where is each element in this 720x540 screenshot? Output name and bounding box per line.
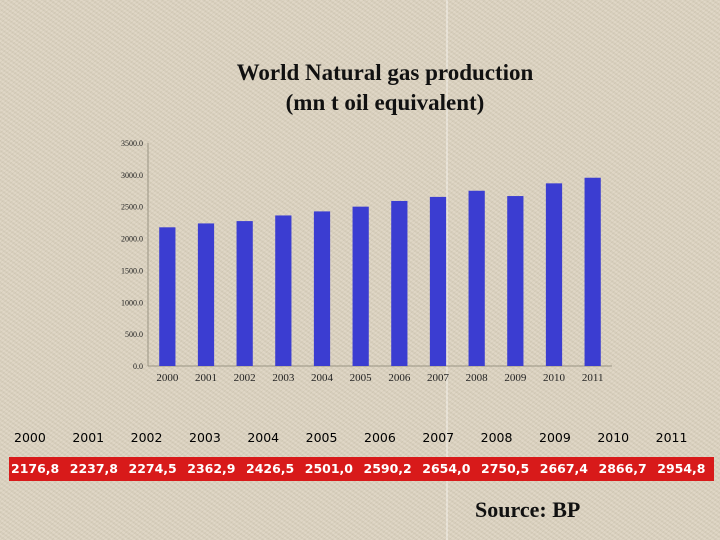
- bar: [275, 215, 292, 366]
- bar: [468, 190, 485, 366]
- year-cell: 2010: [597, 430, 630, 445]
- year-cell: 2009: [539, 430, 571, 445]
- bar: [545, 183, 563, 366]
- year-cell: 2000: [14, 430, 46, 445]
- bar: [159, 227, 176, 366]
- year-cell: 2005: [305, 430, 338, 445]
- y-tick-label: 3000.0: [121, 171, 143, 180]
- source-label: Source: BP: [475, 497, 581, 522]
- year-row: 2000 2001 2002 2003 2004 2005 2006 2007 2008 2009…: [12, 430, 712, 450]
- chart-title: World Natural gas production: [236, 60, 534, 85]
- x-tick-label: 2009: [504, 372, 527, 384]
- year-cell: 2004: [247, 430, 280, 445]
- y-tick-label: 2000.0: [121, 235, 143, 244]
- y-tick-label: 3500.0: [121, 139, 143, 148]
- year-cell: 2007: [422, 430, 455, 445]
- x-tick-label: 2003: [272, 372, 295, 384]
- y-tick-label: 1000.0: [121, 298, 143, 307]
- x-tick-label: 2005: [350, 372, 373, 384]
- year-cell: 2002: [130, 430, 163, 445]
- value-cell: 2750,5: [481, 461, 530, 476]
- bar: [507, 196, 524, 366]
- x-tick-label: 2006: [388, 372, 411, 384]
- x-tick-label: 2004: [311, 372, 334, 384]
- value-cell: 2274,5: [128, 461, 177, 476]
- year-cell: 2011: [655, 430, 688, 445]
- x-tick-label: 2000: [156, 372, 179, 384]
- y-tick-label: 500.0: [125, 330, 143, 339]
- value-cell: 2501,0: [304, 461, 353, 476]
- slide-fold-line: [446, 0, 448, 540]
- x-tick-label: 2001: [195, 372, 217, 384]
- value-cell: 2176,8: [11, 461, 60, 476]
- bar: [391, 200, 408, 366]
- bar: [197, 223, 215, 366]
- y-tick-label: 2500.0: [121, 203, 143, 212]
- x-tick-label: 2011: [582, 372, 604, 384]
- value-cell: 2362,9: [187, 461, 236, 476]
- year-cell: 2001: [72, 430, 105, 445]
- year-cell: 2003: [189, 430, 221, 445]
- bar-chart: 0.0 500.0 1000.0 1500.0 2000.0 2500.0 3000.0 35…: [121, 139, 612, 384]
- x-tick-label: 2008: [466, 372, 489, 384]
- value-cell: 2590,2: [363, 461, 412, 476]
- x-tick-label: 2002: [234, 372, 256, 384]
- y-tick-label: 1500.0: [121, 266, 143, 275]
- year-cell: 2008: [480, 430, 513, 445]
- x-tick-label: 2007: [427, 372, 450, 384]
- value-cell: 2954,8: [657, 461, 706, 476]
- year-cell: 2006: [364, 430, 396, 445]
- bar: [236, 221, 253, 366]
- bar: [584, 177, 601, 366]
- bar: [352, 206, 369, 366]
- x-tick-label: 2010: [543, 372, 566, 384]
- bar: [313, 211, 331, 366]
- bar: [429, 196, 447, 366]
- value-cell: 2654,0: [422, 461, 471, 476]
- value-row: 2176,8 2237,8 2274,5 2362,9 2426,5 2501,0 2590…: [9, 457, 714, 481]
- value-cell: 2426,5: [246, 461, 295, 476]
- y-tick-label: 0.0: [133, 362, 143, 371]
- value-cell: 2866,7: [598, 461, 647, 476]
- value-cell: 2667,4: [539, 461, 588, 476]
- chart-subtitle: (mn t oil equivalent): [285, 90, 485, 115]
- value-cell: 2237,8: [69, 461, 118, 476]
